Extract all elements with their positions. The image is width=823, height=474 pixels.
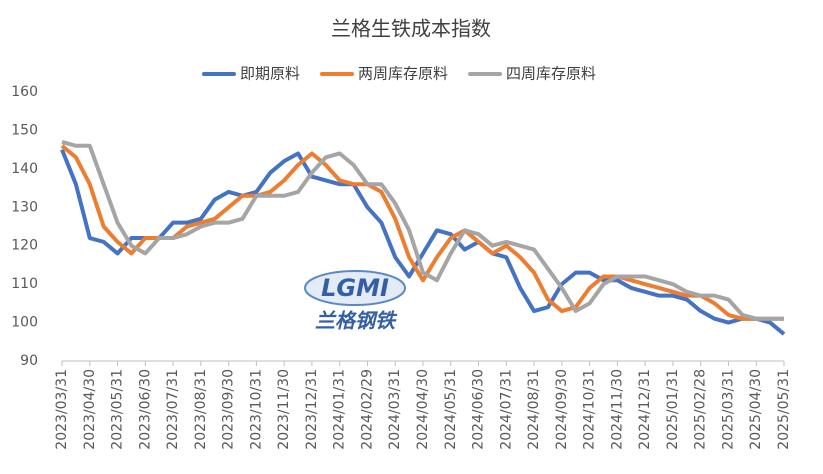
x-tick-label: 2024/08/31 xyxy=(526,369,542,450)
legend-label: 两周库存原料 xyxy=(358,65,448,83)
x-tick-label: 2023/07/31 xyxy=(165,369,181,450)
chart-title: 兰格生铁成本指数 xyxy=(331,17,491,41)
x-tick-label: 2024/01/31 xyxy=(332,369,348,450)
x-tick-label: 2024/09/30 xyxy=(554,369,570,450)
y-tick-label: 110 xyxy=(11,276,38,292)
x-tick-label: 2023/08/31 xyxy=(193,369,209,450)
y-tick-label: 160 xyxy=(11,84,38,100)
series-line xyxy=(60,148,786,336)
logo-name: 兰格钢铁 xyxy=(315,309,398,333)
x-tick-label: 2024/10/31 xyxy=(582,369,598,450)
x-tick-label: 2023/10/31 xyxy=(248,369,264,450)
x-tick-label: 2024/04/30 xyxy=(415,369,431,450)
x-tick-label: 2025/04/30 xyxy=(748,369,764,450)
y-tick-label: 140 xyxy=(11,161,38,177)
logo-text: LGMI xyxy=(321,274,389,302)
x-tick-label: 2023/06/30 xyxy=(137,369,153,450)
y-tick-label: 100 xyxy=(11,315,38,331)
x-tick-label: 2023/09/30 xyxy=(221,369,237,450)
y-tick-label: 120 xyxy=(11,238,38,254)
x-tick-label: 2025/03/31 xyxy=(720,369,736,450)
legend-label: 即期原料 xyxy=(240,65,300,83)
logo-ellipse xyxy=(304,270,406,306)
x-tick-label: 2024/07/31 xyxy=(498,369,514,450)
legend-label: 四周库存原料 xyxy=(506,65,596,83)
x-tick-label: 2024/12/31 xyxy=(637,369,653,450)
watermark: LGMI 兰格钢铁 xyxy=(304,270,406,333)
x-tick-label: 2024/11/30 xyxy=(609,369,625,450)
y-tick-label: 150 xyxy=(11,122,38,138)
x-tick-label: 2023/05/31 xyxy=(110,369,126,450)
y-tick-label: 90 xyxy=(20,353,38,369)
x-tick-label: 2024/05/31 xyxy=(443,369,459,450)
x-tick-label: 2023/11/30 xyxy=(276,369,292,450)
x-tick-label: 2025/01/31 xyxy=(665,369,681,450)
x-tick-label: 2023/04/30 xyxy=(82,369,98,450)
x-tick-label: 2024/02/29 xyxy=(359,369,375,450)
y-tick-label: 130 xyxy=(11,199,38,215)
series-line xyxy=(61,140,784,321)
x-tick-label: 2023/03/31 xyxy=(54,369,70,450)
x-tick-label: 2024/06/30 xyxy=(471,369,487,450)
series-line xyxy=(60,144,784,321)
x-tick-label: 2023/12/31 xyxy=(304,369,320,450)
x-tick-label: 2025/02/28 xyxy=(693,369,709,450)
x-tick-label: 2024/03/31 xyxy=(387,369,403,450)
x-tick-label: 2025/05/31 xyxy=(776,369,792,450)
